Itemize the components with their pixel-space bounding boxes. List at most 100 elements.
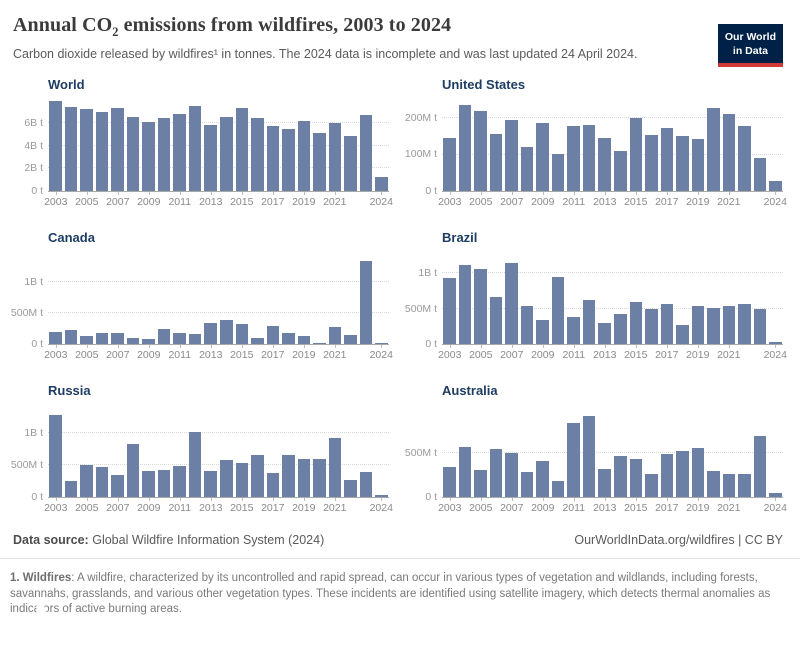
- bar-2007[interactable]: [111, 475, 124, 497]
- bar-2003[interactable]: [49, 101, 62, 191]
- bar-2023[interactable]: [753, 158, 767, 191]
- bar-2016[interactable]: [251, 338, 264, 344]
- bar-2007[interactable]: [505, 453, 518, 497]
- bar-2005[interactable]: [474, 269, 487, 344]
- bar-2011[interactable]: [567, 126, 580, 191]
- bar-2018[interactable]: [282, 333, 295, 344]
- bar-2010[interactable]: [551, 154, 565, 191]
- bar-2012[interactable]: [582, 125, 596, 191]
- bar-2018[interactable]: [282, 129, 295, 191]
- bar-2009[interactable]: [536, 461, 549, 497]
- attribution-link[interactable]: OurWorldInData.org/wildfires | CC BY: [574, 533, 783, 547]
- bar-2003[interactable]: [443, 138, 456, 191]
- bar-2011[interactable]: [173, 114, 186, 191]
- bar-2014[interactable]: [220, 320, 233, 344]
- bar-2023[interactable]: [359, 115, 373, 191]
- bar-2004[interactable]: [64, 107, 78, 191]
- bar-2010[interactable]: [157, 329, 171, 344]
- bar-2009[interactable]: [142, 339, 155, 344]
- bar-2019[interactable]: [297, 336, 311, 344]
- bar-2007[interactable]: [505, 120, 518, 191]
- bar-2006[interactable]: [489, 297, 503, 344]
- bar-2010[interactable]: [157, 470, 171, 497]
- bar-2024[interactable]: [769, 342, 783, 344]
- bar-2003[interactable]: [443, 278, 456, 344]
- owid-logo[interactable]: Our World in Data: [717, 24, 783, 68]
- bar-2004[interactable]: [64, 330, 78, 344]
- bar-2003[interactable]: [49, 332, 62, 344]
- bar-2008[interactable]: [520, 472, 534, 497]
- bar-2006[interactable]: [489, 449, 503, 497]
- bar-2019[interactable]: [691, 306, 705, 344]
- bar-2024[interactable]: [769, 493, 783, 497]
- bar-2004[interactable]: [458, 105, 472, 191]
- bar-2022[interactable]: [344, 335, 357, 344]
- bar-2017[interactable]: [266, 473, 280, 497]
- bar-2007[interactable]: [505, 263, 518, 344]
- bar-2013[interactable]: [204, 323, 218, 344]
- bar-2024[interactable]: [769, 181, 783, 191]
- bar-2015[interactable]: [629, 118, 643, 191]
- bar-2010[interactable]: [551, 481, 565, 497]
- bar-2006[interactable]: [95, 467, 109, 497]
- bar-2012[interactable]: [188, 432, 202, 497]
- bar-2009[interactable]: [536, 123, 549, 191]
- bar-2020[interactable]: [313, 133, 326, 191]
- bar-2009[interactable]: [142, 471, 155, 497]
- bar-2012[interactable]: [188, 334, 202, 344]
- bar-2010[interactable]: [551, 277, 565, 344]
- bar-2014[interactable]: [220, 460, 233, 497]
- bar-2011[interactable]: [567, 423, 580, 497]
- bar-2019[interactable]: [297, 459, 311, 497]
- bar-2010[interactable]: [157, 118, 171, 191]
- bar-2016[interactable]: [645, 309, 658, 344]
- bar-2005[interactable]: [474, 470, 487, 497]
- bar-2021[interactable]: [328, 123, 342, 191]
- bar-2022[interactable]: [738, 126, 751, 191]
- bar-2016[interactable]: [251, 455, 264, 497]
- bar-2005[interactable]: [474, 111, 487, 191]
- bar-2015[interactable]: [235, 108, 249, 191]
- bar-2005[interactable]: [80, 109, 93, 191]
- bar-2007[interactable]: [111, 108, 124, 191]
- bar-2011[interactable]: [173, 333, 186, 344]
- bar-2020[interactable]: [707, 108, 720, 191]
- bar-2022[interactable]: [344, 480, 357, 497]
- bar-2021[interactable]: [722, 114, 736, 191]
- bar-2006[interactable]: [95, 112, 109, 191]
- bar-2014[interactable]: [614, 456, 627, 497]
- bar-2021[interactable]: [722, 474, 736, 497]
- bar-2015[interactable]: [235, 324, 249, 344]
- bar-2019[interactable]: [691, 448, 705, 497]
- bar-2022[interactable]: [738, 304, 751, 344]
- bar-2020[interactable]: [313, 459, 326, 497]
- bar-2023[interactable]: [359, 261, 373, 344]
- bar-2020[interactable]: [707, 308, 720, 344]
- bar-2008[interactable]: [520, 306, 534, 344]
- bar-2013[interactable]: [204, 125, 218, 191]
- bar-2011[interactable]: [173, 466, 186, 497]
- bar-2005[interactable]: [80, 465, 93, 497]
- bar-2017[interactable]: [660, 454, 674, 497]
- bar-2007[interactable]: [111, 333, 124, 344]
- bar-2004[interactable]: [458, 447, 472, 497]
- bar-2003[interactable]: [443, 467, 456, 497]
- bar-2021[interactable]: [328, 327, 342, 344]
- bar-2022[interactable]: [738, 474, 751, 497]
- bar-2013[interactable]: [598, 469, 612, 497]
- bar-2015[interactable]: [629, 459, 643, 497]
- bar-2018[interactable]: [676, 451, 689, 497]
- bar-2004[interactable]: [64, 481, 78, 497]
- bar-2018[interactable]: [282, 455, 295, 497]
- bar-2003[interactable]: [49, 415, 62, 497]
- bar-2023[interactable]: [753, 309, 767, 344]
- bar-2019[interactable]: [297, 121, 311, 191]
- bar-2017[interactable]: [266, 126, 280, 191]
- bar-2020[interactable]: [707, 471, 720, 497]
- bar-2005[interactable]: [80, 336, 93, 344]
- bar-2011[interactable]: [567, 317, 580, 344]
- bar-2014[interactable]: [614, 314, 627, 344]
- bar-2016[interactable]: [645, 474, 658, 497]
- bar-2017[interactable]: [660, 304, 674, 344]
- bar-2019[interactable]: [691, 139, 705, 191]
